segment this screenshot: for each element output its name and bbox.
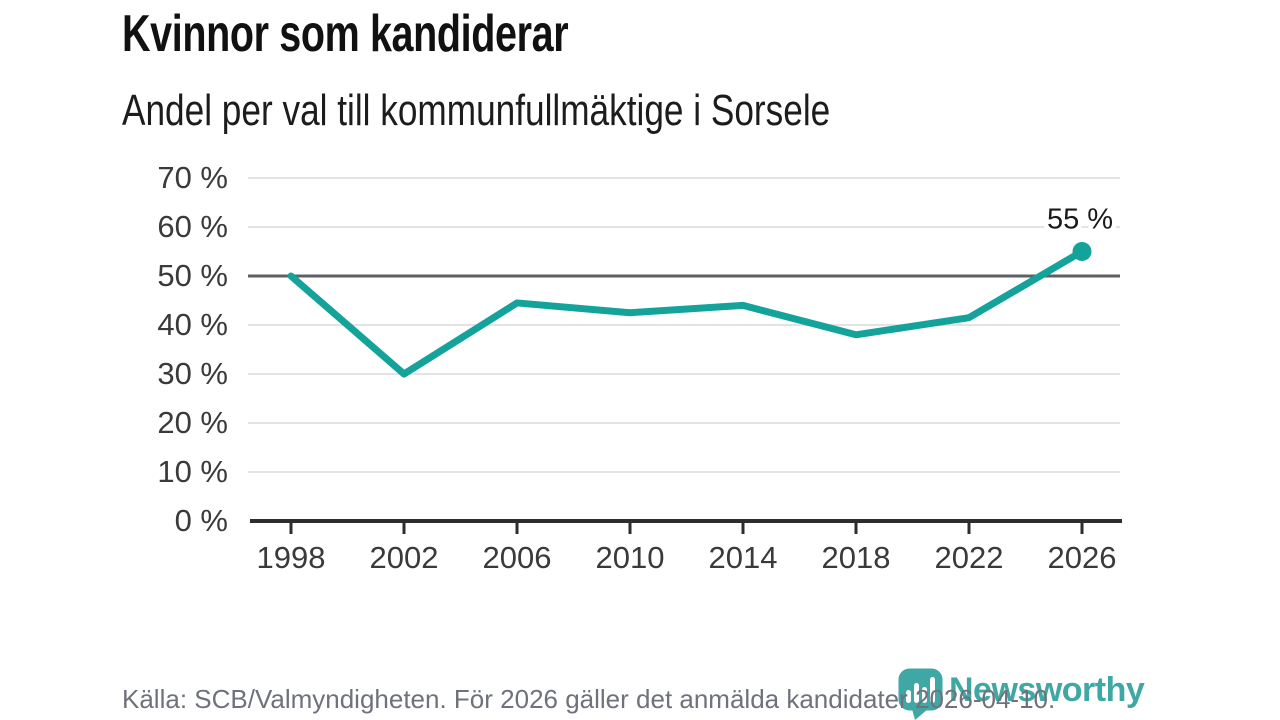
y-tick-label: 50 % xyxy=(157,258,228,293)
x-tick-label: 1998 xyxy=(257,540,326,575)
newsworthy-logo: Newsworthy xyxy=(898,668,1145,720)
source-note: Källa: SCB/Valmyndigheten. För 2026 gäll… xyxy=(122,684,1056,714)
page-subtitle: Andel per val till kommunfullmäktige i S… xyxy=(122,86,831,135)
x-tick-label: 2010 xyxy=(596,540,665,575)
newsworthy-wordmark: Newsworthy xyxy=(949,671,1145,709)
x-tick-label: 2002 xyxy=(370,540,439,575)
y-tick-label: 70 % xyxy=(157,160,228,195)
newsworthy-logo-icon xyxy=(898,668,943,720)
x-tick-label: 2014 xyxy=(709,540,778,575)
y-tick-label: 30 % xyxy=(157,356,228,391)
y-tick-label: 60 % xyxy=(157,209,228,244)
data-line xyxy=(287,248,1086,378)
y-tick-label: 10 % xyxy=(157,454,228,489)
x-tick-label: 2026 xyxy=(1048,540,1117,575)
x-tick-label: 2006 xyxy=(483,540,552,575)
y-tick-label: 40 % xyxy=(157,307,228,342)
x-tick-label: 2022 xyxy=(935,540,1004,575)
logo-bars xyxy=(906,677,935,703)
page-title: Kvinnor som kandiderar xyxy=(122,5,569,63)
logo-bubble-tail xyxy=(912,709,928,720)
x-tick-label: 2018 xyxy=(822,540,891,575)
y-tick-label: 0 % xyxy=(175,503,228,538)
end-point-marker xyxy=(1072,242,1092,261)
y-tick-label: 20 % xyxy=(157,405,228,440)
end-value-label: 55 % xyxy=(1047,204,1113,236)
